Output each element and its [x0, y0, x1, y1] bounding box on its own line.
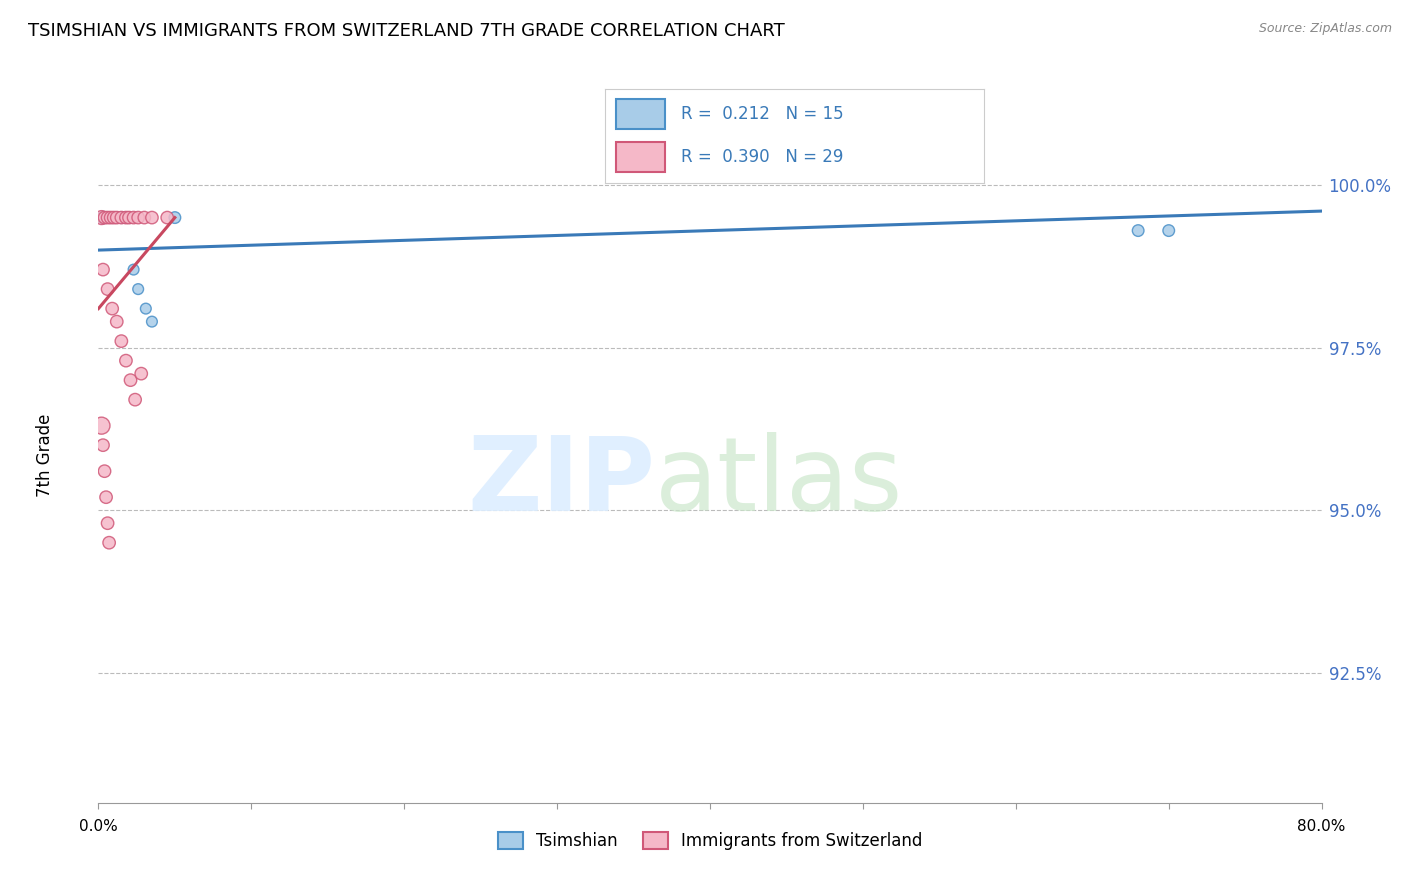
- Point: [110, 211, 132, 225]
- Point: [127, 282, 149, 296]
- Point: [110, 334, 132, 348]
- Point: [100, 211, 122, 225]
- Point: [141, 211, 163, 225]
- FancyBboxPatch shape: [616, 98, 665, 128]
- Point: [91, 438, 114, 452]
- Text: 80.0%: 80.0%: [1298, 819, 1346, 834]
- Point: [1157, 224, 1180, 238]
- Point: [135, 301, 157, 316]
- Text: R =  0.390   N = 29: R = 0.390 N = 29: [681, 148, 842, 166]
- Point: [91, 211, 114, 225]
- Point: [97, 516, 120, 531]
- Point: [103, 211, 125, 225]
- Text: 0.0%: 0.0%: [79, 819, 118, 834]
- Point: [93, 211, 115, 225]
- Text: atlas: atlas: [655, 433, 904, 533]
- Point: [94, 211, 117, 225]
- Point: [122, 211, 145, 225]
- Point: [156, 211, 179, 225]
- Point: [90, 211, 112, 225]
- Point: [141, 315, 163, 329]
- Point: [97, 282, 120, 296]
- Point: [90, 418, 112, 433]
- Point: [120, 373, 142, 387]
- Point: [93, 464, 115, 478]
- Point: [115, 353, 138, 368]
- Point: [118, 211, 141, 225]
- Text: Source: ZipAtlas.com: Source: ZipAtlas.com: [1258, 22, 1392, 36]
- Point: [101, 301, 124, 316]
- Text: ZIP: ZIP: [467, 433, 655, 533]
- Point: [163, 211, 186, 225]
- Point: [118, 211, 141, 225]
- Point: [105, 315, 128, 329]
- Point: [105, 211, 128, 225]
- Text: TSIMSHIAN VS IMMIGRANTS FROM SWITZERLAND 7TH GRADE CORRELATION CHART: TSIMSHIAN VS IMMIGRANTS FROM SWITZERLAND…: [28, 22, 785, 40]
- Point: [94, 490, 117, 504]
- Point: [110, 211, 132, 225]
- Point: [103, 211, 125, 225]
- Point: [98, 535, 121, 549]
- Point: [115, 211, 138, 225]
- Point: [97, 211, 120, 225]
- Point: [124, 392, 146, 407]
- Point: [134, 211, 156, 225]
- Point: [122, 262, 145, 277]
- Point: [1128, 224, 1150, 238]
- Point: [100, 211, 122, 225]
- Point: [127, 211, 149, 225]
- Point: [105, 211, 128, 225]
- Text: 7th Grade: 7th Grade: [37, 413, 53, 497]
- Legend: Tsimshian, Immigrants from Switzerland: Tsimshian, Immigrants from Switzerland: [491, 826, 929, 857]
- Point: [129, 367, 152, 381]
- Point: [115, 211, 138, 225]
- Point: [91, 262, 114, 277]
- Text: R =  0.212   N = 15: R = 0.212 N = 15: [681, 104, 844, 122]
- FancyBboxPatch shape: [616, 142, 665, 171]
